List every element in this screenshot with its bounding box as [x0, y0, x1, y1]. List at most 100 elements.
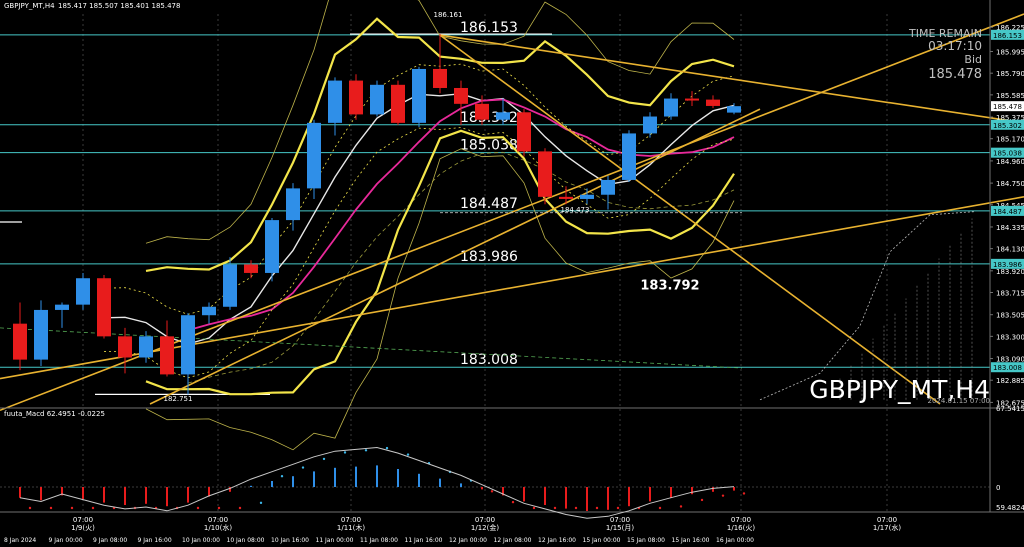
candle[interactable]: [139, 331, 153, 363]
candle[interactable]: [244, 260, 258, 279]
candle[interactable]: [349, 74, 363, 120]
candle[interactable]: [181, 313, 195, 395]
candle-body: [538, 151, 552, 197]
price-tag: 183.986: [991, 258, 1024, 269]
candle-body: [97, 278, 111, 337]
candle[interactable]: [622, 130, 636, 183]
candle[interactable]: [580, 188, 594, 205]
axis-tick-label: 184.750: [996, 180, 1024, 188]
candle[interactable]: [76, 272, 90, 310]
macd-signal-dot: [406, 453, 410, 456]
green-dash-line: [0, 327, 743, 369]
candle[interactable]: [118, 327, 132, 374]
candle[interactable]: [97, 275, 111, 339]
time-axis-label: 10 Jan 00:00: [182, 537, 220, 544]
macd-signal-dot: [343, 451, 347, 454]
candle[interactable]: [601, 175, 615, 210]
price-tag: 185.302: [991, 119, 1024, 130]
candle[interactable]: [286, 183, 300, 231]
candle-body: [328, 80, 342, 123]
time-axis-label: 9 Jan 08:00: [93, 537, 127, 544]
candle[interactable]: [664, 93, 678, 120]
price-tag-bg: [991, 29, 1024, 40]
candle[interactable]: [433, 34, 447, 94]
axis-tick-label: 184.960: [996, 158, 1024, 166]
session-time-label: 07:00: [73, 516, 93, 524]
macd-axis-label: 67.5415: [996, 405, 1024, 413]
macd-signal-dot: [196, 506, 200, 510]
macd-signal-dot: [70, 506, 74, 510]
candle[interactable]: [307, 119, 321, 199]
axis-tick-label: 184.130: [996, 246, 1024, 254]
candle[interactable]: [34, 300, 48, 366]
candle-body: [307, 122, 321, 189]
price-tag-bg: [991, 147, 1024, 158]
candle[interactable]: [517, 109, 531, 157]
time-remain-value: 03:17:10: [928, 39, 982, 53]
macd-signal-dot: [49, 506, 53, 510]
candle-body: [559, 196, 573, 199]
time-axis-label: 12 Jan 08:00: [494, 537, 532, 544]
candle[interactable]: [706, 95, 720, 109]
candle[interactable]: [160, 320, 174, 377]
level-label: 183.008: [460, 352, 518, 368]
axis-tick-label: 185.375: [996, 114, 1024, 122]
macd-label: fuuta_Macd 62.4951 -0.0225: [4, 410, 105, 418]
candle[interactable]: [559, 186, 573, 205]
candle-body: [118, 336, 132, 358]
price-tag-text: 183.008: [993, 364, 1022, 372]
macd-signal-dot: [616, 506, 620, 510]
price-tag-bg: [991, 205, 1024, 216]
macd-panel[interactable]: fuuta_Macd 62.4951 -0.0225 67.5415 0 59.482…: [0, 405, 1024, 519]
candle-body: [349, 80, 363, 115]
price-tag-text: 183.986: [993, 261, 1022, 269]
macd-signal-dot: [238, 506, 242, 510]
macd-axis-label: 0: [996, 484, 1000, 492]
time-remain-label: TIME REMAIN: [908, 27, 982, 40]
candle[interactable]: [454, 80, 468, 125]
macd-signal-dot: [595, 506, 599, 510]
candle[interactable]: [538, 148, 552, 205]
candle[interactable]: [643, 112, 657, 138]
candle-body: [727, 106, 741, 113]
watermark-datetime: 2024.01.15 07:00: [928, 397, 990, 405]
candle[interactable]: [496, 98, 510, 125]
session-date-label: 1/12(金): [471, 523, 499, 532]
price-tag: 185.478: [991, 101, 1024, 112]
candle[interactable]: [391, 80, 405, 125]
candles[interactable]: [13, 34, 741, 395]
candle[interactable]: [475, 95, 489, 125]
price-tag: 186.153: [991, 29, 1024, 40]
session-time-label: 07:00: [208, 516, 228, 524]
bid-value: 185.478: [928, 67, 982, 82]
candle[interactable]: [265, 217, 279, 282]
candle[interactable]: [685, 91, 699, 106]
high-extreme-label: 186.161: [434, 11, 463, 19]
macd-signal-dot: [280, 475, 284, 478]
time-axis-label: 9 Jan 16:00: [138, 537, 172, 544]
axis-tick-label: 183.300: [996, 333, 1024, 341]
macd-signal-dot: [679, 505, 683, 508]
candle[interactable]: [328, 77, 342, 136]
candle-body: [76, 278, 90, 305]
session-date-label: 1/15(月): [606, 524, 634, 532]
candle-body: [517, 112, 531, 152]
axis-tick-label: 184.335: [996, 224, 1024, 232]
candle-body: [391, 84, 405, 123]
axis-tick-label: 186.225: [996, 24, 1024, 32]
macd-signal-dot: [259, 501, 263, 505]
candle[interactable]: [412, 66, 426, 128]
session-date-label: 1/17(水): [873, 523, 901, 532]
candle-body: [412, 68, 426, 123]
candle-body: [580, 194, 594, 199]
candle-body: [34, 309, 48, 360]
axis-tick-label: 184.545: [996, 202, 1024, 210]
macd-signal-dot: [658, 506, 662, 510]
candle[interactable]: [13, 302, 27, 371]
candle[interactable]: [202, 302, 216, 324]
candle[interactable]: [727, 103, 741, 115]
candle[interactable]: [55, 302, 69, 328]
candle[interactable]: [370, 80, 384, 117]
macd-signal-dot: [385, 446, 389, 450]
candle[interactable]: [223, 257, 237, 310]
